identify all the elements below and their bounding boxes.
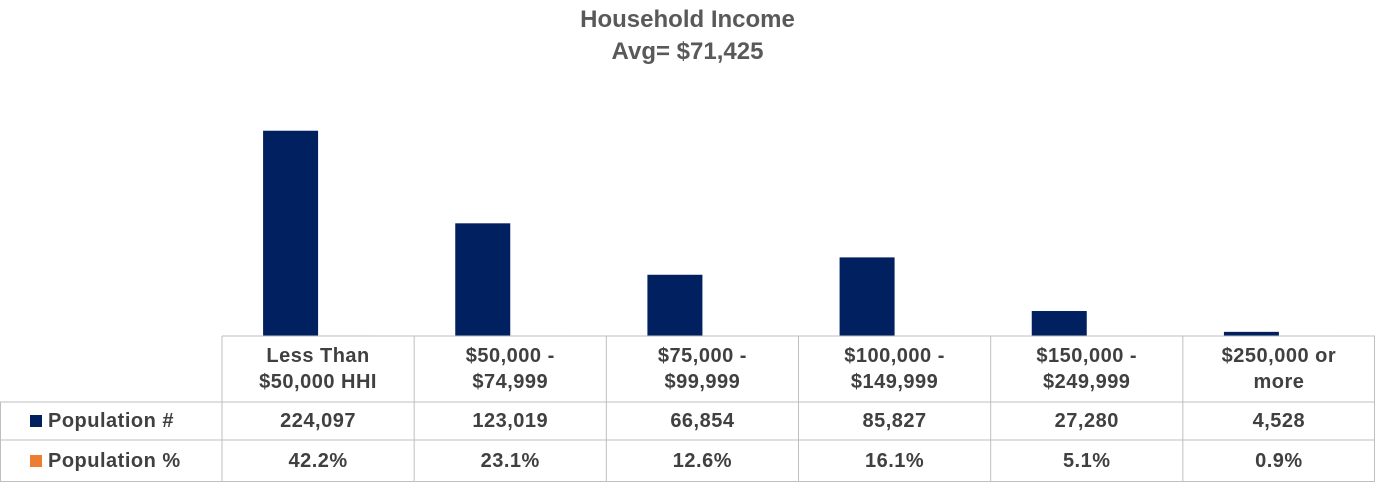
legend-entry: Population # <box>0 402 222 440</box>
data-label: 224,097 <box>280 410 356 432</box>
chart-title: Household Income <box>580 6 795 33</box>
legend-entry: Population % <box>0 440 222 482</box>
bar <box>1223 331 1279 336</box>
data-label: 42.2% <box>288 450 348 472</box>
x-tick-label: $150,000 - $249,999 <box>1036 345 1138 393</box>
data-label: 85,827 <box>862 410 927 432</box>
data-label: 23.1% <box>480 450 540 472</box>
x-tick-label: $250,000 or more <box>1221 345 1337 393</box>
bar <box>839 257 895 336</box>
chart-subtitle: Avg= $71,425 <box>611 38 764 65</box>
bar <box>263 130 319 336</box>
data-label: 4,528 <box>1252 410 1306 432</box>
data-label: 12.6% <box>672 450 733 472</box>
x-tick-label: $100,000 - $149,999 <box>844 345 945 393</box>
bar <box>647 274 703 336</box>
x-tick-label: Less Than $50,000 HHI <box>259 345 377 393</box>
bar <box>1031 311 1087 336</box>
data-label: 5.1% <box>1062 450 1111 472</box>
data-label: 27,280 <box>1054 410 1119 432</box>
data-label: 66,854 <box>670 410 735 432</box>
data-label: 0.9% <box>1255 450 1303 472</box>
legend-swatch <box>30 415 42 427</box>
bar <box>455 223 511 336</box>
x-tick-label: $50,000 - $74,999 <box>465 345 555 393</box>
data-label: 16.1% <box>864 450 925 472</box>
data-label: 123,019 <box>472 410 549 432</box>
legend-swatch <box>30 455 42 467</box>
x-tick-label: $75,000 - $99,999 <box>657 345 747 393</box>
